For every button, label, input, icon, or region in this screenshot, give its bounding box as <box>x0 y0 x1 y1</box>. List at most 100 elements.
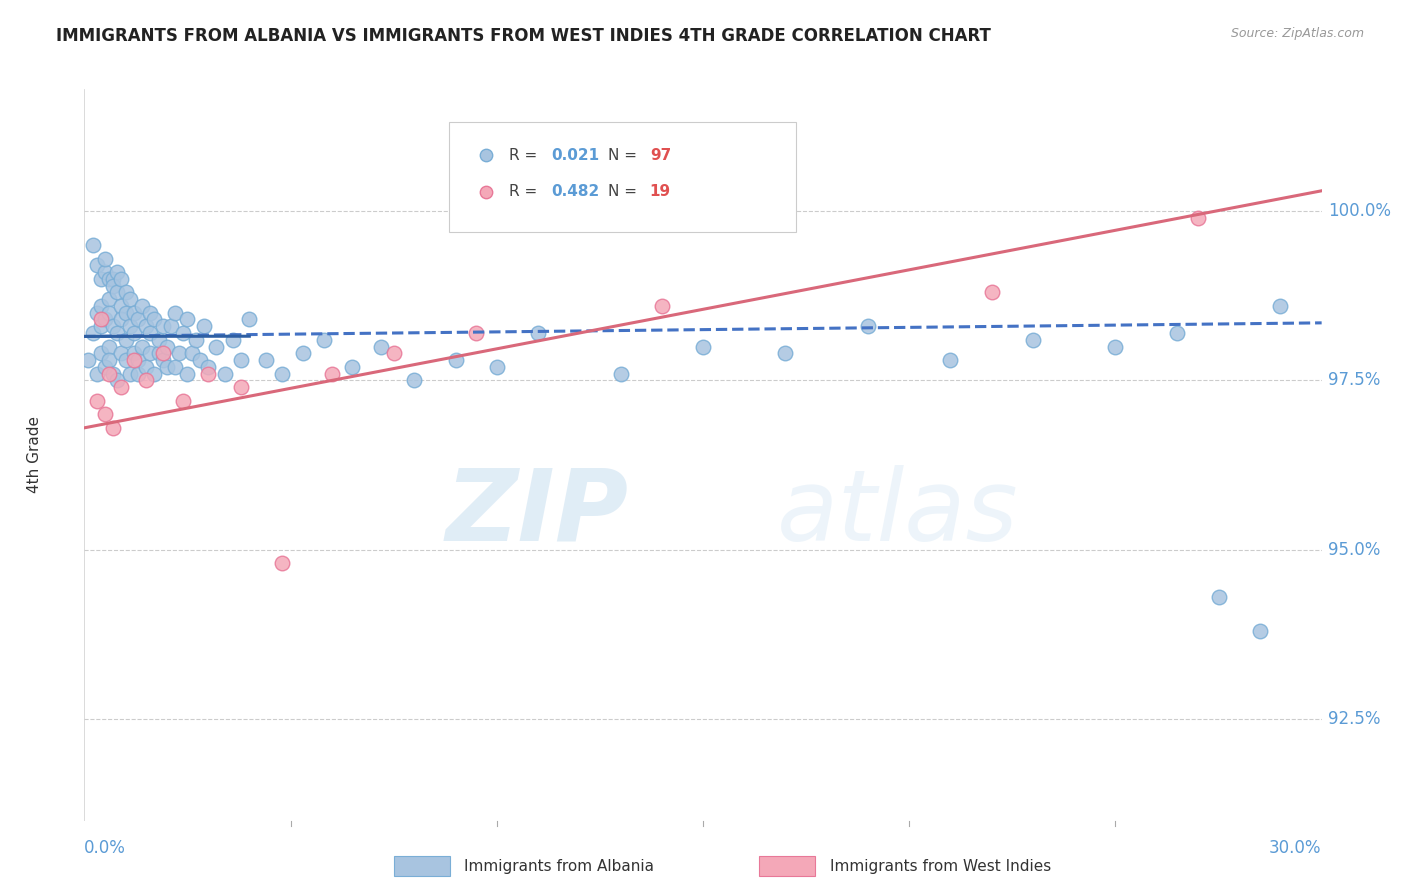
Text: N =: N = <box>607 147 641 162</box>
Text: N =: N = <box>607 184 641 199</box>
Point <box>127 367 149 381</box>
Point <box>1249 624 1271 638</box>
Point <box>143 312 166 326</box>
Text: 100.0%: 100.0% <box>1327 202 1391 220</box>
Point <box>167 346 190 360</box>
Point <box>176 312 198 326</box>
Point <box>122 353 145 368</box>
Point <box>229 380 252 394</box>
Point <box>775 346 797 360</box>
Point <box>103 272 125 286</box>
Point <box>98 353 121 368</box>
Point <box>197 359 219 374</box>
Point <box>110 299 132 313</box>
Point <box>148 333 170 347</box>
Text: 0.0%: 0.0% <box>84 838 127 857</box>
Point <box>1022 333 1045 347</box>
Point <box>118 292 141 306</box>
Point <box>222 333 245 347</box>
Point <box>103 367 125 381</box>
Point <box>382 346 405 360</box>
Point <box>271 367 294 381</box>
Point <box>105 373 128 387</box>
Point <box>156 340 179 354</box>
Point <box>94 312 117 326</box>
Point <box>90 312 112 326</box>
Point <box>86 306 108 320</box>
Point <box>105 285 128 300</box>
Point <box>105 265 128 279</box>
Point <box>197 367 219 381</box>
Text: 19: 19 <box>650 184 671 199</box>
Text: IMMIGRANTS FROM ALBANIA VS IMMIGRANTS FROM WEST INDIES 4TH GRADE CORRELATION CHA: IMMIGRANTS FROM ALBANIA VS IMMIGRANTS FR… <box>56 27 991 45</box>
Point <box>114 353 136 368</box>
Point <box>86 393 108 408</box>
Point <box>238 312 260 326</box>
Text: 4th Grade: 4th Grade <box>27 417 42 493</box>
Point <box>118 367 141 381</box>
Text: R =: R = <box>509 184 541 199</box>
Point <box>229 353 252 368</box>
Point <box>856 319 879 334</box>
Point <box>172 326 194 340</box>
Point <box>152 353 174 368</box>
Point <box>135 359 157 374</box>
Point <box>98 306 121 320</box>
FancyBboxPatch shape <box>450 122 796 232</box>
Point <box>188 353 211 368</box>
Text: R =: R = <box>509 147 541 162</box>
Point <box>342 359 364 374</box>
Point <box>131 299 153 313</box>
Point <box>609 367 631 381</box>
Text: 0.021: 0.021 <box>551 147 599 162</box>
Point <box>527 326 550 340</box>
Point <box>114 306 136 320</box>
Point <box>110 312 132 326</box>
Point <box>127 353 149 368</box>
Text: 30.0%: 30.0% <box>1270 838 1322 857</box>
Point <box>980 285 1002 300</box>
Point <box>152 346 174 360</box>
Point <box>118 319 141 334</box>
Point <box>291 346 314 360</box>
Point <box>82 326 104 340</box>
Point <box>131 340 153 354</box>
Point <box>103 319 125 334</box>
Point <box>1187 211 1209 225</box>
Point <box>90 346 112 360</box>
Point <box>77 353 100 368</box>
Point <box>90 299 112 313</box>
Point <box>139 346 162 360</box>
Text: Immigrants from Albania: Immigrants from Albania <box>464 859 654 873</box>
Point <box>254 353 277 368</box>
Point <box>404 373 426 387</box>
Point <box>135 319 157 334</box>
Point <box>1166 326 1188 340</box>
Point <box>114 285 136 300</box>
Text: Source: ZipAtlas.com: Source: ZipAtlas.com <box>1230 27 1364 40</box>
Point <box>90 319 112 334</box>
Point <box>1208 590 1230 604</box>
Point <box>148 346 170 360</box>
Point <box>98 272 121 286</box>
Point <box>94 252 117 266</box>
Point <box>94 265 117 279</box>
Text: atlas: atlas <box>778 465 1019 562</box>
Text: 0.482: 0.482 <box>551 184 599 199</box>
Point <box>193 319 215 334</box>
Point <box>105 326 128 340</box>
Point <box>82 238 104 252</box>
Point <box>184 333 207 347</box>
Text: 97: 97 <box>650 147 671 162</box>
Point <box>103 421 125 435</box>
Point <box>465 326 488 340</box>
Text: 95.0%: 95.0% <box>1327 541 1381 558</box>
Point <box>98 367 121 381</box>
Point <box>160 319 183 334</box>
Point <box>205 340 228 354</box>
Point <box>122 346 145 360</box>
Point <box>86 367 108 381</box>
Point <box>692 340 714 354</box>
Point <box>444 353 467 368</box>
Point <box>156 359 179 374</box>
